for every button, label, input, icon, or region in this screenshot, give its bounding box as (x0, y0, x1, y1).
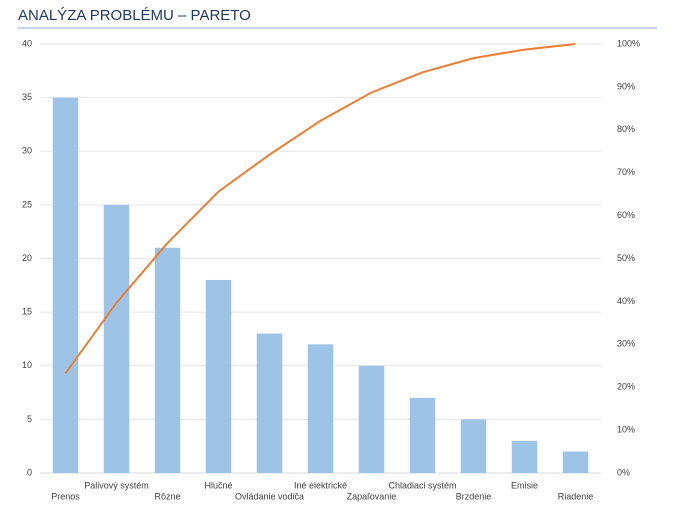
y-tick-label: 35 (22, 92, 32, 102)
bar (103, 204, 130, 473)
y2-tick-label: 0% (617, 467, 630, 477)
y2-tick-label: 90% (617, 81, 635, 91)
bar (409, 397, 436, 473)
y2-tick-label: 40% (617, 296, 635, 306)
bar (460, 419, 487, 473)
y2-tick-label: 30% (617, 339, 635, 349)
y-tick-label: 10 (22, 360, 32, 370)
bar (562, 451, 589, 473)
bar (205, 279, 232, 473)
y-tick-label: 0 (27, 467, 32, 477)
chart-title: ANALÝZA PROBLÉMU – PARETO (18, 7, 251, 24)
y2-tick-label: 80% (617, 124, 635, 134)
y-tick-label: 5 (27, 414, 32, 424)
y2-tick-label: 70% (617, 167, 635, 177)
y2-tick-label: 10% (617, 424, 635, 434)
y-tick-label: 20 (22, 253, 32, 263)
x-tick-label: Ovládanie vodiča (235, 491, 304, 501)
y2-tick-label: 50% (617, 253, 635, 263)
x-tick-label: Hlučné (204, 480, 232, 490)
x-tick-label: Chladiaci systém (388, 480, 456, 490)
x-tick-label: Iné elektrické (294, 480, 347, 490)
bar (52, 97, 79, 473)
y-tick-label: 40 (22, 38, 32, 48)
bar (154, 247, 181, 473)
x-tick-label: Riadenie (558, 491, 594, 501)
y-tick-label: 30 (22, 146, 32, 156)
bar (307, 344, 334, 473)
x-tick-label: Palivový systém (84, 480, 149, 490)
y2-tick-label: 60% (617, 210, 635, 220)
x-tick-label: Rôzne (154, 491, 180, 501)
y-tick-label: 25 (22, 199, 32, 209)
x-tick-label: Prenos (51, 491, 80, 501)
x-tick-label: Emisie (511, 480, 538, 490)
x-tick-label: Zapaľovanie (347, 491, 397, 501)
y-tick-label: 15 (22, 307, 32, 317)
cumulative-line (64, 43, 576, 375)
bar (358, 365, 385, 473)
bar (511, 440, 538, 473)
bar (256, 333, 283, 473)
y2-tick-label: 100% (617, 38, 640, 48)
x-tick-label: Brzdenie (456, 491, 492, 501)
y2-tick-label: 20% (617, 382, 635, 392)
